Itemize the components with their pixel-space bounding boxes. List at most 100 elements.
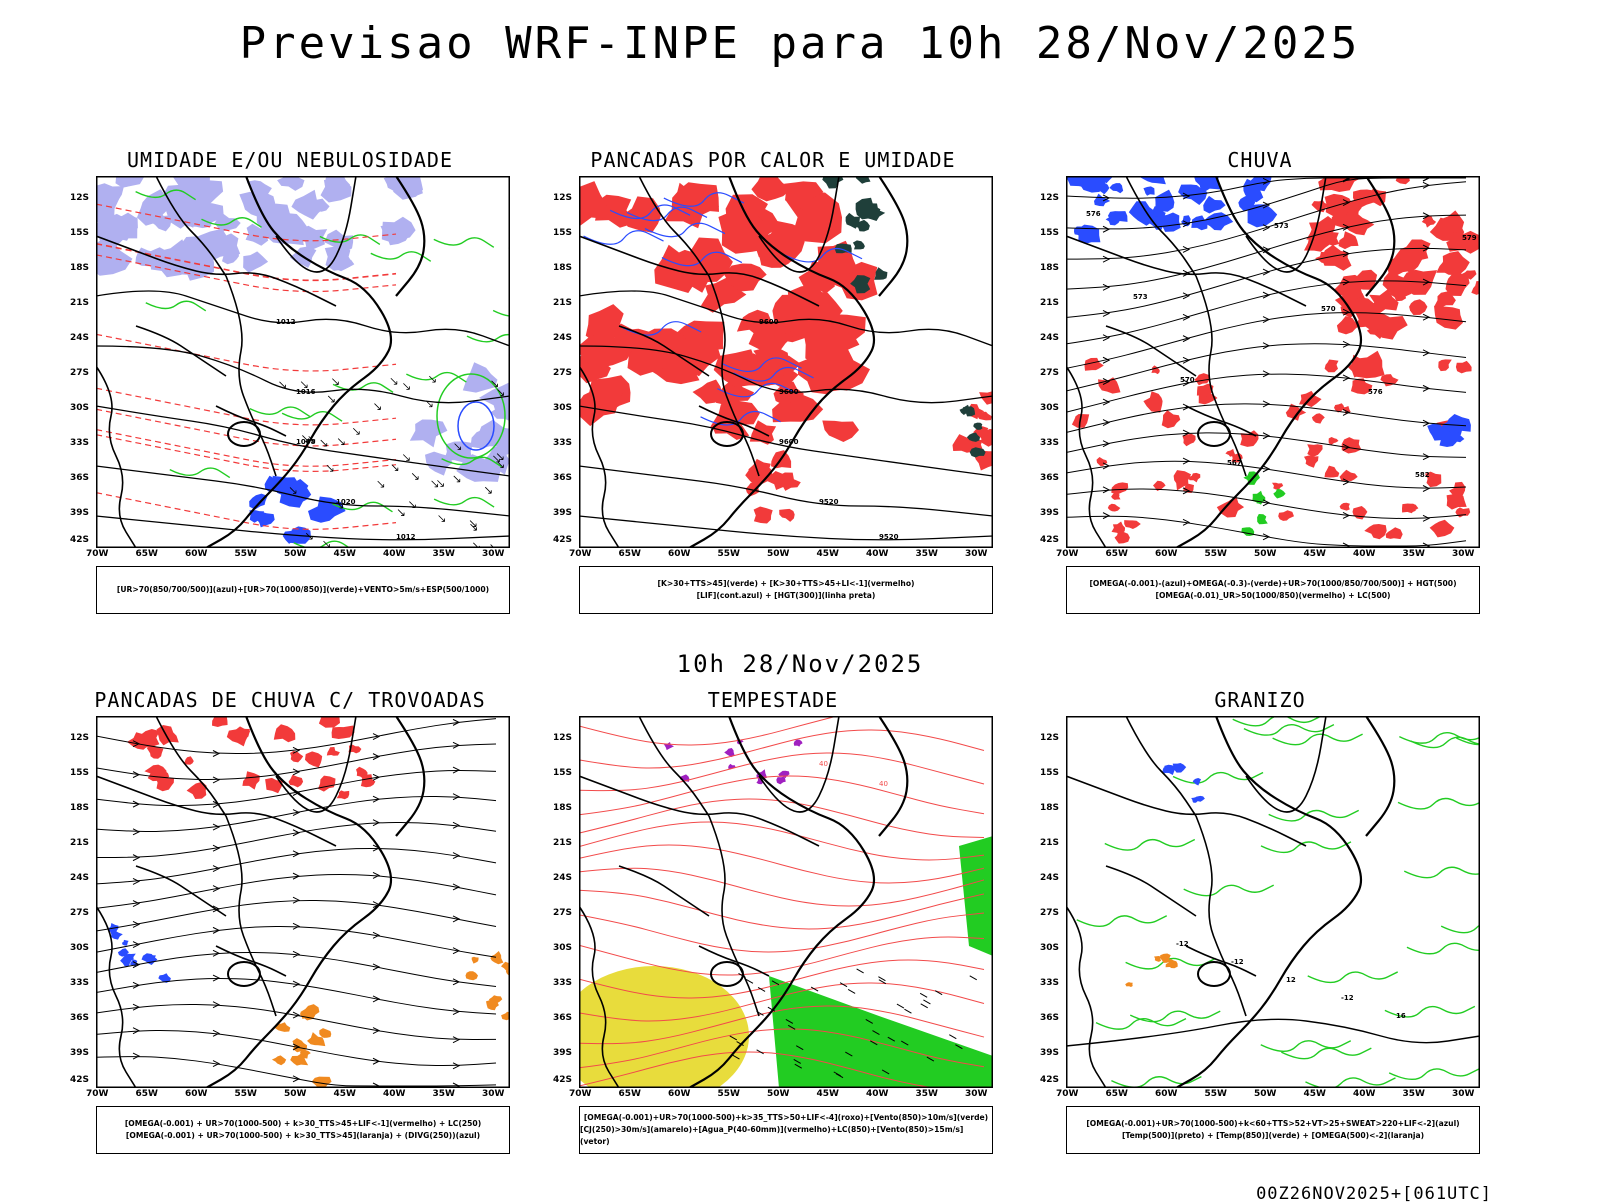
legend-line: [OMEGA(-0.001)+UR>70(1000-500)+k<60+TTS>… <box>1086 1119 1460 1128</box>
thickness-contour <box>95 387 397 426</box>
streamline-arrow <box>1102 440 1111 448</box>
lon-tick-label: 30W <box>1452 1089 1475 1099</box>
rain-red <box>1307 444 1323 458</box>
hail-blue <box>1172 763 1187 773</box>
streamline-arrow <box>292 1075 301 1083</box>
lat-tick-label: 12S <box>1040 733 1060 743</box>
temp-850-contour <box>1399 731 1490 744</box>
hail-orange <box>1160 953 1171 963</box>
lat-tick-label: 30S <box>1040 943 1060 953</box>
lon-tick-label: 35W <box>432 549 455 559</box>
lon-tick-label: 50W <box>284 549 307 559</box>
temp-850-contour <box>1403 866 1495 879</box>
humidity-upper <box>456 454 501 482</box>
streamline-arrow <box>132 740 141 748</box>
wind-vector <box>736 1041 744 1046</box>
lon-tick-label: 35W <box>1402 1089 1425 1099</box>
thunder-orange <box>486 999 499 1011</box>
streamline-arrow <box>1422 244 1431 252</box>
streamline-arrow <box>212 974 221 982</box>
humidity-upper <box>462 362 498 393</box>
legend-line: [OMEGA(-0.001) + UR>70(1000-500) + k>30_… <box>124 1119 482 1128</box>
thunder-red <box>234 726 250 739</box>
convection-green <box>973 422 983 430</box>
height-contour <box>578 345 994 404</box>
lon-tick-label: 40W <box>866 549 889 559</box>
temp-850-contour <box>1183 884 1275 897</box>
panel-tempestade: TEMPESTADE 40 40 12S 15S 18S 21S 24S 27S 30S 33S 36… <box>553 688 993 1158</box>
wind-vector <box>934 990 943 996</box>
lat-tick-label: 12S <box>553 193 573 203</box>
lifted-index-contour <box>583 230 664 245</box>
map-area <box>95 706 516 1090</box>
lat-tick-label: 33S <box>553 978 573 988</box>
thunder-red <box>288 774 304 788</box>
convection-green <box>845 212 860 229</box>
wind-vector <box>949 1034 957 1040</box>
streamline-arrow <box>1102 486 1111 494</box>
lifted-index-contour <box>717 382 798 398</box>
rain-red <box>1187 472 1201 483</box>
lon-tick-label: 45W <box>816 549 839 559</box>
hail-blue <box>1194 795 1205 802</box>
contour-label: 1008 <box>296 438 316 446</box>
rain-red <box>1455 360 1472 374</box>
country-border <box>1105 865 1197 917</box>
streamline-arrow <box>452 1036 461 1044</box>
convection-red <box>748 458 771 481</box>
streamline-850 <box>578 798 985 839</box>
streamline-arrow <box>1102 378 1111 385</box>
contour-label: 9520 <box>879 533 899 541</box>
thickness-contour <box>95 254 397 293</box>
humidity-low-contour <box>406 371 467 383</box>
wind-850-green <box>769 976 993 1088</box>
legend-line: [K>30+TTS>45](verde) + [K>30+TTS>45+LI<-… <box>657 579 915 588</box>
uruguay-outline <box>227 961 261 987</box>
rain-red <box>1098 377 1121 394</box>
temp-label: 12 <box>1286 976 1296 984</box>
streamline-arrow <box>1422 349 1431 357</box>
omega-blue <box>1094 193 1111 207</box>
convection-red <box>751 169 791 202</box>
streamline-arrow <box>212 844 221 852</box>
map-background <box>1066 716 1480 1088</box>
map-background <box>1066 176 1480 548</box>
rain-red <box>1182 433 1196 447</box>
convection-green <box>874 267 888 280</box>
thickness-contour <box>95 434 397 472</box>
country-border <box>95 365 137 549</box>
rain-red <box>1161 410 1181 429</box>
humidity-low-contour <box>370 251 432 262</box>
convection-red <box>667 249 723 293</box>
temp-label: -12 <box>1231 958 1244 966</box>
lon-tick-label: 50W <box>1254 1089 1277 1099</box>
rain-red <box>1278 510 1294 521</box>
country-border <box>95 905 137 1089</box>
map-area: 576 573 570 567 573 570 576 582 579 <box>1065 163 1487 550</box>
lat-tick-label: 12S <box>553 733 573 743</box>
lon-tick-label: 60W <box>185 549 208 559</box>
storm-purple <box>724 748 735 758</box>
streamline-850 <box>578 867 985 907</box>
isobar <box>95 345 511 404</box>
contour-label: 9600 <box>759 318 779 326</box>
streamline-arrow <box>1182 356 1191 364</box>
streamline-arrow <box>212 823 221 831</box>
rain-red <box>1321 229 1340 246</box>
streamline-arrow <box>1102 356 1111 364</box>
rain-red <box>1196 383 1214 398</box>
country-border <box>578 235 820 307</box>
map-area: -12 -12 12 -12 16 <box>1065 714 1547 1090</box>
temp-850-contour <box>1260 1040 1352 1052</box>
humidity-upper <box>277 170 305 191</box>
lat-tick-label: 39S <box>70 1048 90 1058</box>
streamline-arrow <box>212 905 221 913</box>
wind-vector <box>497 389 504 396</box>
lat-tick-label: 15S <box>1040 228 1060 238</box>
map-layers: 576 573 570 567 573 570 576 582 579 <box>1065 163 1487 550</box>
lat-tick-label: 15S <box>1040 768 1060 778</box>
lon-tick-label: 60W <box>668 1089 691 1099</box>
coastline <box>205 715 393 1089</box>
lon-tick-label: 70W <box>569 1089 592 1099</box>
rain-red <box>1342 211 1375 236</box>
